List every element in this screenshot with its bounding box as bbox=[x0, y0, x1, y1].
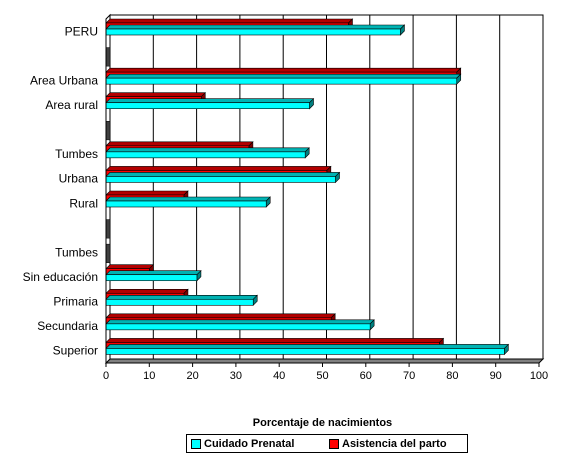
bar-prenatal bbox=[105, 77, 458, 85]
x-tick-label: 0 bbox=[103, 370, 109, 382]
empty-row-marker bbox=[105, 121, 111, 141]
category-label: Secundaria bbox=[37, 319, 98, 333]
category-label: Sin educación bbox=[23, 270, 98, 284]
empty-row-marker bbox=[105, 243, 111, 263]
bar-parto-top bbox=[105, 338, 445, 343]
category-label: Tumbes bbox=[55, 245, 98, 259]
bar-prenatal-top bbox=[105, 270, 202, 276]
x-tick-label: 90 bbox=[490, 370, 502, 382]
bar-parto-top bbox=[105, 92, 206, 98]
legend-label-parto: Asistencia del parto bbox=[342, 438, 447, 450]
bar-prenatal-top bbox=[105, 294, 258, 300]
bar-prenatal-top bbox=[105, 344, 510, 349]
legend-item-prenatal: Cuidado Prenatal bbox=[191, 438, 294, 450]
category-label: Tumbes bbox=[55, 147, 98, 161]
plot-floor bbox=[104, 358, 545, 364]
bar-prenatal-top bbox=[105, 172, 341, 177]
bar-prenatal bbox=[105, 298, 254, 306]
legend-swatch-parto bbox=[329, 439, 339, 449]
x-tick-label: 50 bbox=[316, 370, 328, 382]
bar-prenatal bbox=[105, 151, 306, 159]
legend-label-prenatal: Cuidado Prenatal bbox=[204, 438, 295, 450]
x-tick-label: 10 bbox=[143, 370, 155, 382]
bar-prenatal-top bbox=[105, 196, 271, 202]
bar-prenatal-top bbox=[105, 319, 375, 325]
category-label: Rural bbox=[69, 196, 98, 210]
bar-prenatal bbox=[105, 102, 310, 110]
bar-prenatal-top bbox=[105, 24, 406, 30]
bar-parto-top bbox=[105, 67, 462, 73]
x-axis-title: Porcentaje de nacimientos bbox=[252, 417, 393, 429]
bar-parto-top bbox=[105, 190, 189, 196]
category-label: Primaria bbox=[53, 295, 98, 309]
bar-parto-top bbox=[105, 288, 189, 294]
bar-parto-top bbox=[105, 264, 155, 270]
bar-prenatal bbox=[105, 176, 336, 183]
bar-parto-top bbox=[105, 18, 354, 24]
bar-prenatal bbox=[105, 200, 267, 208]
x-tick-label: 70 bbox=[403, 370, 415, 382]
bar-parto-top bbox=[105, 313, 336, 319]
category-label: Superior bbox=[53, 344, 98, 358]
x-tick-label: 40 bbox=[273, 370, 285, 382]
bar-prenatal bbox=[105, 274, 198, 282]
x-tick-label: 30 bbox=[230, 370, 242, 382]
empty-row-marker bbox=[105, 47, 111, 67]
bar-prenatal bbox=[105, 28, 401, 36]
legend-item-parto: Asistencia del parto bbox=[329, 438, 447, 450]
category-label: PERU bbox=[65, 24, 98, 38]
plot-side-wall bbox=[105, 13, 111, 365]
x-tick-label: 60 bbox=[360, 370, 372, 382]
bar-prenatal bbox=[105, 348, 505, 355]
category-label: Area rural bbox=[45, 98, 98, 112]
legend-swatch-prenatal bbox=[191, 439, 201, 449]
x-tick-label: 80 bbox=[446, 370, 458, 382]
bar-parto-top bbox=[105, 141, 254, 147]
empty-row-marker bbox=[105, 219, 111, 239]
x-tick-label: 100 bbox=[530, 370, 548, 382]
legend: Cuidado Prenatal Asistencia del parto bbox=[186, 434, 468, 453]
x-tick-label: 20 bbox=[186, 370, 198, 382]
bar-prenatal bbox=[105, 323, 371, 331]
bar-prenatal-top bbox=[105, 147, 310, 153]
bar-parto-top bbox=[105, 166, 332, 171]
bar-prenatal-top bbox=[105, 98, 315, 104]
category-label: Urbana bbox=[59, 172, 99, 186]
category-label: Area Urbana bbox=[30, 73, 98, 87]
bar-prenatal-top bbox=[105, 73, 462, 79]
